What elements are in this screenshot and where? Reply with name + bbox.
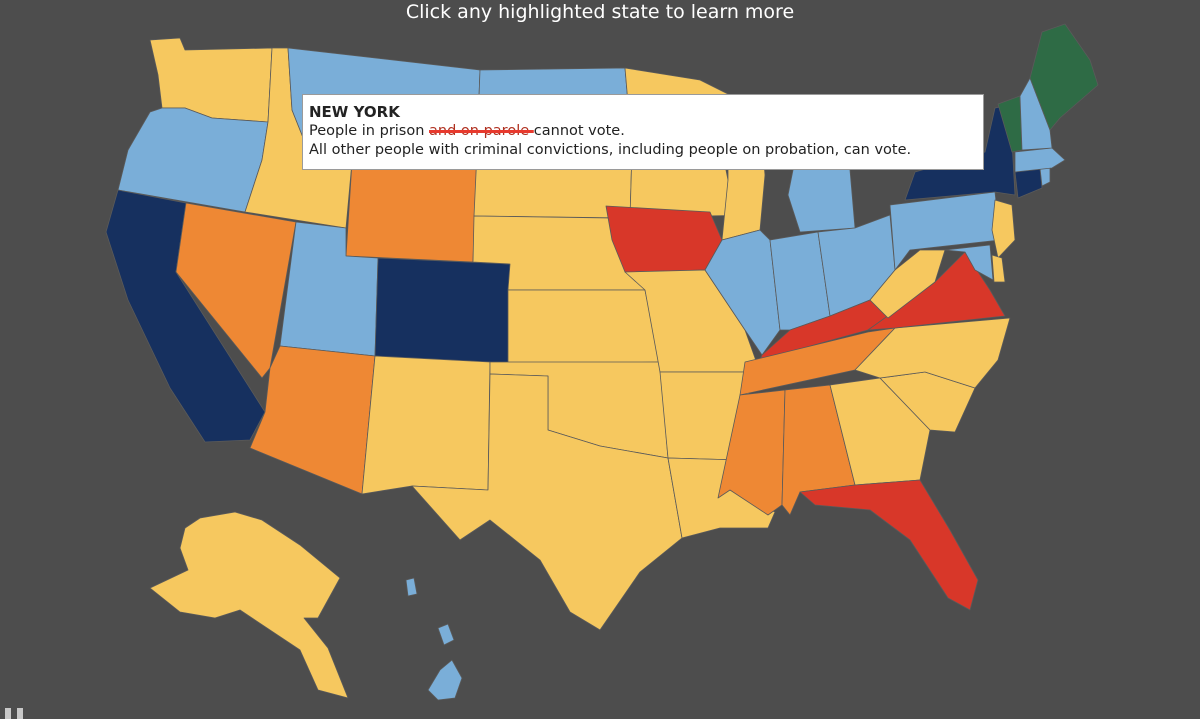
pause-bar-left (5, 708, 11, 719)
map-instruction-title: Click any highlighted state to learn mor… (405, 1, 795, 23)
tooltip-prison-rule: People in prison and on parole cannot vo… (309, 122, 977, 141)
state-new-hampshire[interactable] (1019, 77, 1053, 151)
state-rhode-island[interactable] (1039, 167, 1051, 187)
state-massachusetts[interactable] (1014, 147, 1066, 173)
state-nevada[interactable] (175, 202, 297, 379)
state-new-jersey[interactable] (991, 199, 1016, 259)
state-pennsylvania[interactable] (889, 191, 1001, 271)
state-iowa[interactable] (605, 205, 723, 273)
state-hawaii-maui[interactable] (437, 623, 455, 646)
state-texas[interactable] (411, 373, 683, 631)
state-north-carolina[interactable] (854, 317, 1011, 389)
tooltip-rule-text-end: cannot vote. (533, 123, 625, 139)
state-hawaii-big-island[interactable] (427, 659, 463, 701)
state-delaware[interactable] (991, 254, 1006, 283)
tooltip-other-rule: All other people with criminal convictio… (309, 142, 912, 158)
state-new-mexico[interactable] (361, 355, 491, 495)
tooltip-struck-text: and on parole (429, 123, 534, 139)
state-illinois[interactable] (704, 229, 781, 356)
pause-bar-right (17, 708, 23, 719)
state-maryland[interactable] (944, 244, 994, 281)
pause-icon[interactable] (2, 705, 32, 719)
state-connecticut[interactable] (1014, 167, 1043, 199)
state-georgia[interactable] (829, 377, 931, 486)
state-alaska[interactable] (149, 511, 349, 699)
state-florida[interactable] (799, 479, 979, 611)
state-info-tooltip: NEW YORK People in prison and on parole … (302, 94, 984, 170)
state-maine[interactable] (1029, 23, 1099, 131)
state-hawaii-oahu[interactable] (405, 577, 418, 597)
tooltip-rule-text: People in prison (309, 123, 430, 139)
state-colorado[interactable] (374, 257, 511, 366)
tooltip-state-name: NEW YORK (309, 103, 400, 121)
state-kansas[interactable] (507, 289, 661, 366)
